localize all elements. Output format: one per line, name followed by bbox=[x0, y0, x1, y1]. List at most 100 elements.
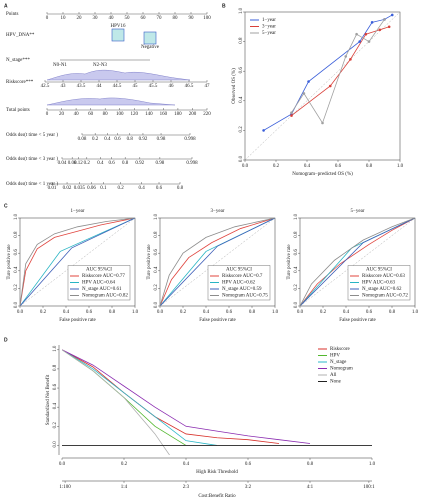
legend-label: Riskscore AUC=0.77 bbox=[82, 274, 125, 279]
plot-frame bbox=[159, 217, 276, 307]
y-tick-label: 0.6 bbox=[239, 67, 244, 74]
x2-tick-label: 100:1 bbox=[363, 485, 375, 490]
tick-label: 140 bbox=[145, 112, 153, 117]
tick-label: 43 bbox=[61, 84, 67, 89]
series-line bbox=[300, 218, 415, 306]
series-line bbox=[62, 349, 218, 446]
row-label: Riskscore*** bbox=[6, 80, 34, 85]
y-tick-label: 0.4 bbox=[294, 266, 299, 273]
row-label: N_stage*** bbox=[6, 58, 30, 63]
x-tick-label: 0.0 bbox=[297, 310, 304, 315]
chart-title: 3−year bbox=[211, 209, 225, 214]
x-tick-label: 0.8 bbox=[249, 310, 256, 315]
legend-label: N_stage AUC=0.62 bbox=[362, 287, 402, 292]
tick-label: 0.92 bbox=[139, 137, 148, 142]
x-tick-label: 0.6 bbox=[366, 310, 373, 315]
y-tick-label: 1.0 bbox=[53, 345, 58, 352]
row-label: Points bbox=[6, 12, 19, 17]
panel-label: B bbox=[222, 3, 226, 9]
x-tick-label: 0.2 bbox=[320, 310, 327, 315]
x-tick-label: 1.0 bbox=[272, 310, 279, 315]
level-label: N2-N3 bbox=[93, 63, 107, 68]
tick-label: 50 bbox=[125, 16, 131, 21]
legend-label: HPV AUC=0.63 bbox=[362, 281, 396, 286]
tick-label: 0.4 bbox=[97, 161, 104, 166]
x2-tick-label: 3:2 bbox=[245, 485, 252, 490]
x-tick-label: 0.0 bbox=[242, 164, 249, 169]
x-axis-label: High Risk Threshold bbox=[196, 470, 238, 475]
legend-label: Nomogram AUC=0.72 bbox=[362, 294, 408, 299]
x-tick-label: 1.0 bbox=[369, 462, 376, 467]
tick-label: 100 bbox=[203, 16, 211, 21]
legend-label: Riskscore AUC=0.7 bbox=[222, 274, 263, 279]
tick-label: 0.1 bbox=[100, 186, 107, 191]
marker bbox=[262, 129, 265, 132]
series-group bbox=[20, 218, 135, 306]
y-tick-label: 0.2 bbox=[239, 126, 244, 133]
x-tick-label: 0.6 bbox=[226, 310, 233, 315]
tick-label: 40 bbox=[74, 112, 80, 117]
legend-label: 3−year bbox=[262, 25, 276, 30]
y-tick-label: 0.2 bbox=[53, 422, 58, 429]
level-box bbox=[143, 31, 157, 45]
marker bbox=[344, 55, 348, 58]
tick-label: 0.6 bbox=[156, 186, 163, 191]
y-tick-label: 0.6 bbox=[154, 249, 159, 256]
series-group bbox=[300, 218, 415, 306]
legend-box bbox=[248, 16, 302, 38]
x-tick-label: 0.2 bbox=[121, 462, 128, 467]
series-line bbox=[20, 218, 135, 306]
chart-title: 5−year bbox=[351, 209, 365, 214]
series-line bbox=[62, 349, 280, 444]
tick-label: 43.5 bbox=[77, 84, 86, 89]
series-line bbox=[62, 349, 311, 444]
legend-label: N_stage AUC=0.59 bbox=[222, 287, 262, 292]
reference-line bbox=[244, 11, 401, 161]
legend-box bbox=[316, 345, 370, 386]
tick-label: 46 bbox=[169, 84, 175, 89]
reference-line bbox=[159, 217, 276, 307]
x-tick-label: 0.8 bbox=[389, 310, 396, 315]
marker bbox=[383, 18, 386, 21]
series-line bbox=[160, 218, 275, 306]
y-tick-label: 1.0 bbox=[294, 213, 299, 220]
legend-label: HPV AUC=0.62 bbox=[222, 281, 256, 286]
legend-label: Riskscore bbox=[330, 347, 351, 352]
row-label: Odds dss(t time < 3 year ) bbox=[6, 157, 58, 162]
tick-label: 0 bbox=[46, 16, 49, 21]
x-tick-label: 0.0 bbox=[157, 310, 164, 315]
tick-label: 60 bbox=[88, 112, 94, 117]
x-tick-label: 0.8 bbox=[307, 462, 314, 467]
y-tick-label: 0.2 bbox=[294, 284, 299, 291]
tick-label: 45.5 bbox=[149, 84, 158, 89]
marker bbox=[378, 28, 382, 32]
tick-label: 0.998 bbox=[184, 137, 196, 142]
x-tick-label: 0.4 bbox=[343, 310, 350, 315]
marker bbox=[355, 32, 358, 36]
legend-label: N_stage bbox=[330, 360, 347, 365]
level-label: HPV16 bbox=[110, 24, 126, 29]
row-label: Odds dss(t time < 1 year ) bbox=[6, 182, 58, 187]
y-tick-label: 0.6 bbox=[294, 249, 299, 256]
marker bbox=[364, 32, 368, 36]
x-tick-label: 1.0 bbox=[397, 164, 404, 169]
tick-label: 44 bbox=[97, 84, 103, 89]
y-tick-label: 1.0 bbox=[239, 7, 244, 14]
tick-label: 120 bbox=[131, 112, 139, 117]
series-line bbox=[300, 218, 415, 306]
marker bbox=[358, 40, 362, 43]
tick-label: 0.8 bbox=[177, 186, 184, 191]
tick-label: 0.4 bbox=[104, 137, 111, 142]
tick-label: 60 bbox=[141, 16, 147, 21]
legend-label: HPV bbox=[330, 354, 340, 359]
series-line bbox=[62, 349, 170, 455]
legend-label: HPV AUC=0.64 bbox=[82, 281, 116, 286]
y-axis-label: Ture positive rate bbox=[147, 244, 152, 280]
legend-box bbox=[347, 265, 411, 301]
tick-label: 20 bbox=[59, 112, 65, 117]
series-group bbox=[262, 13, 394, 132]
series-group bbox=[160, 218, 275, 306]
y-tick-label: 0.6 bbox=[14, 249, 19, 256]
x-tick-label: 0.4 bbox=[183, 462, 190, 467]
